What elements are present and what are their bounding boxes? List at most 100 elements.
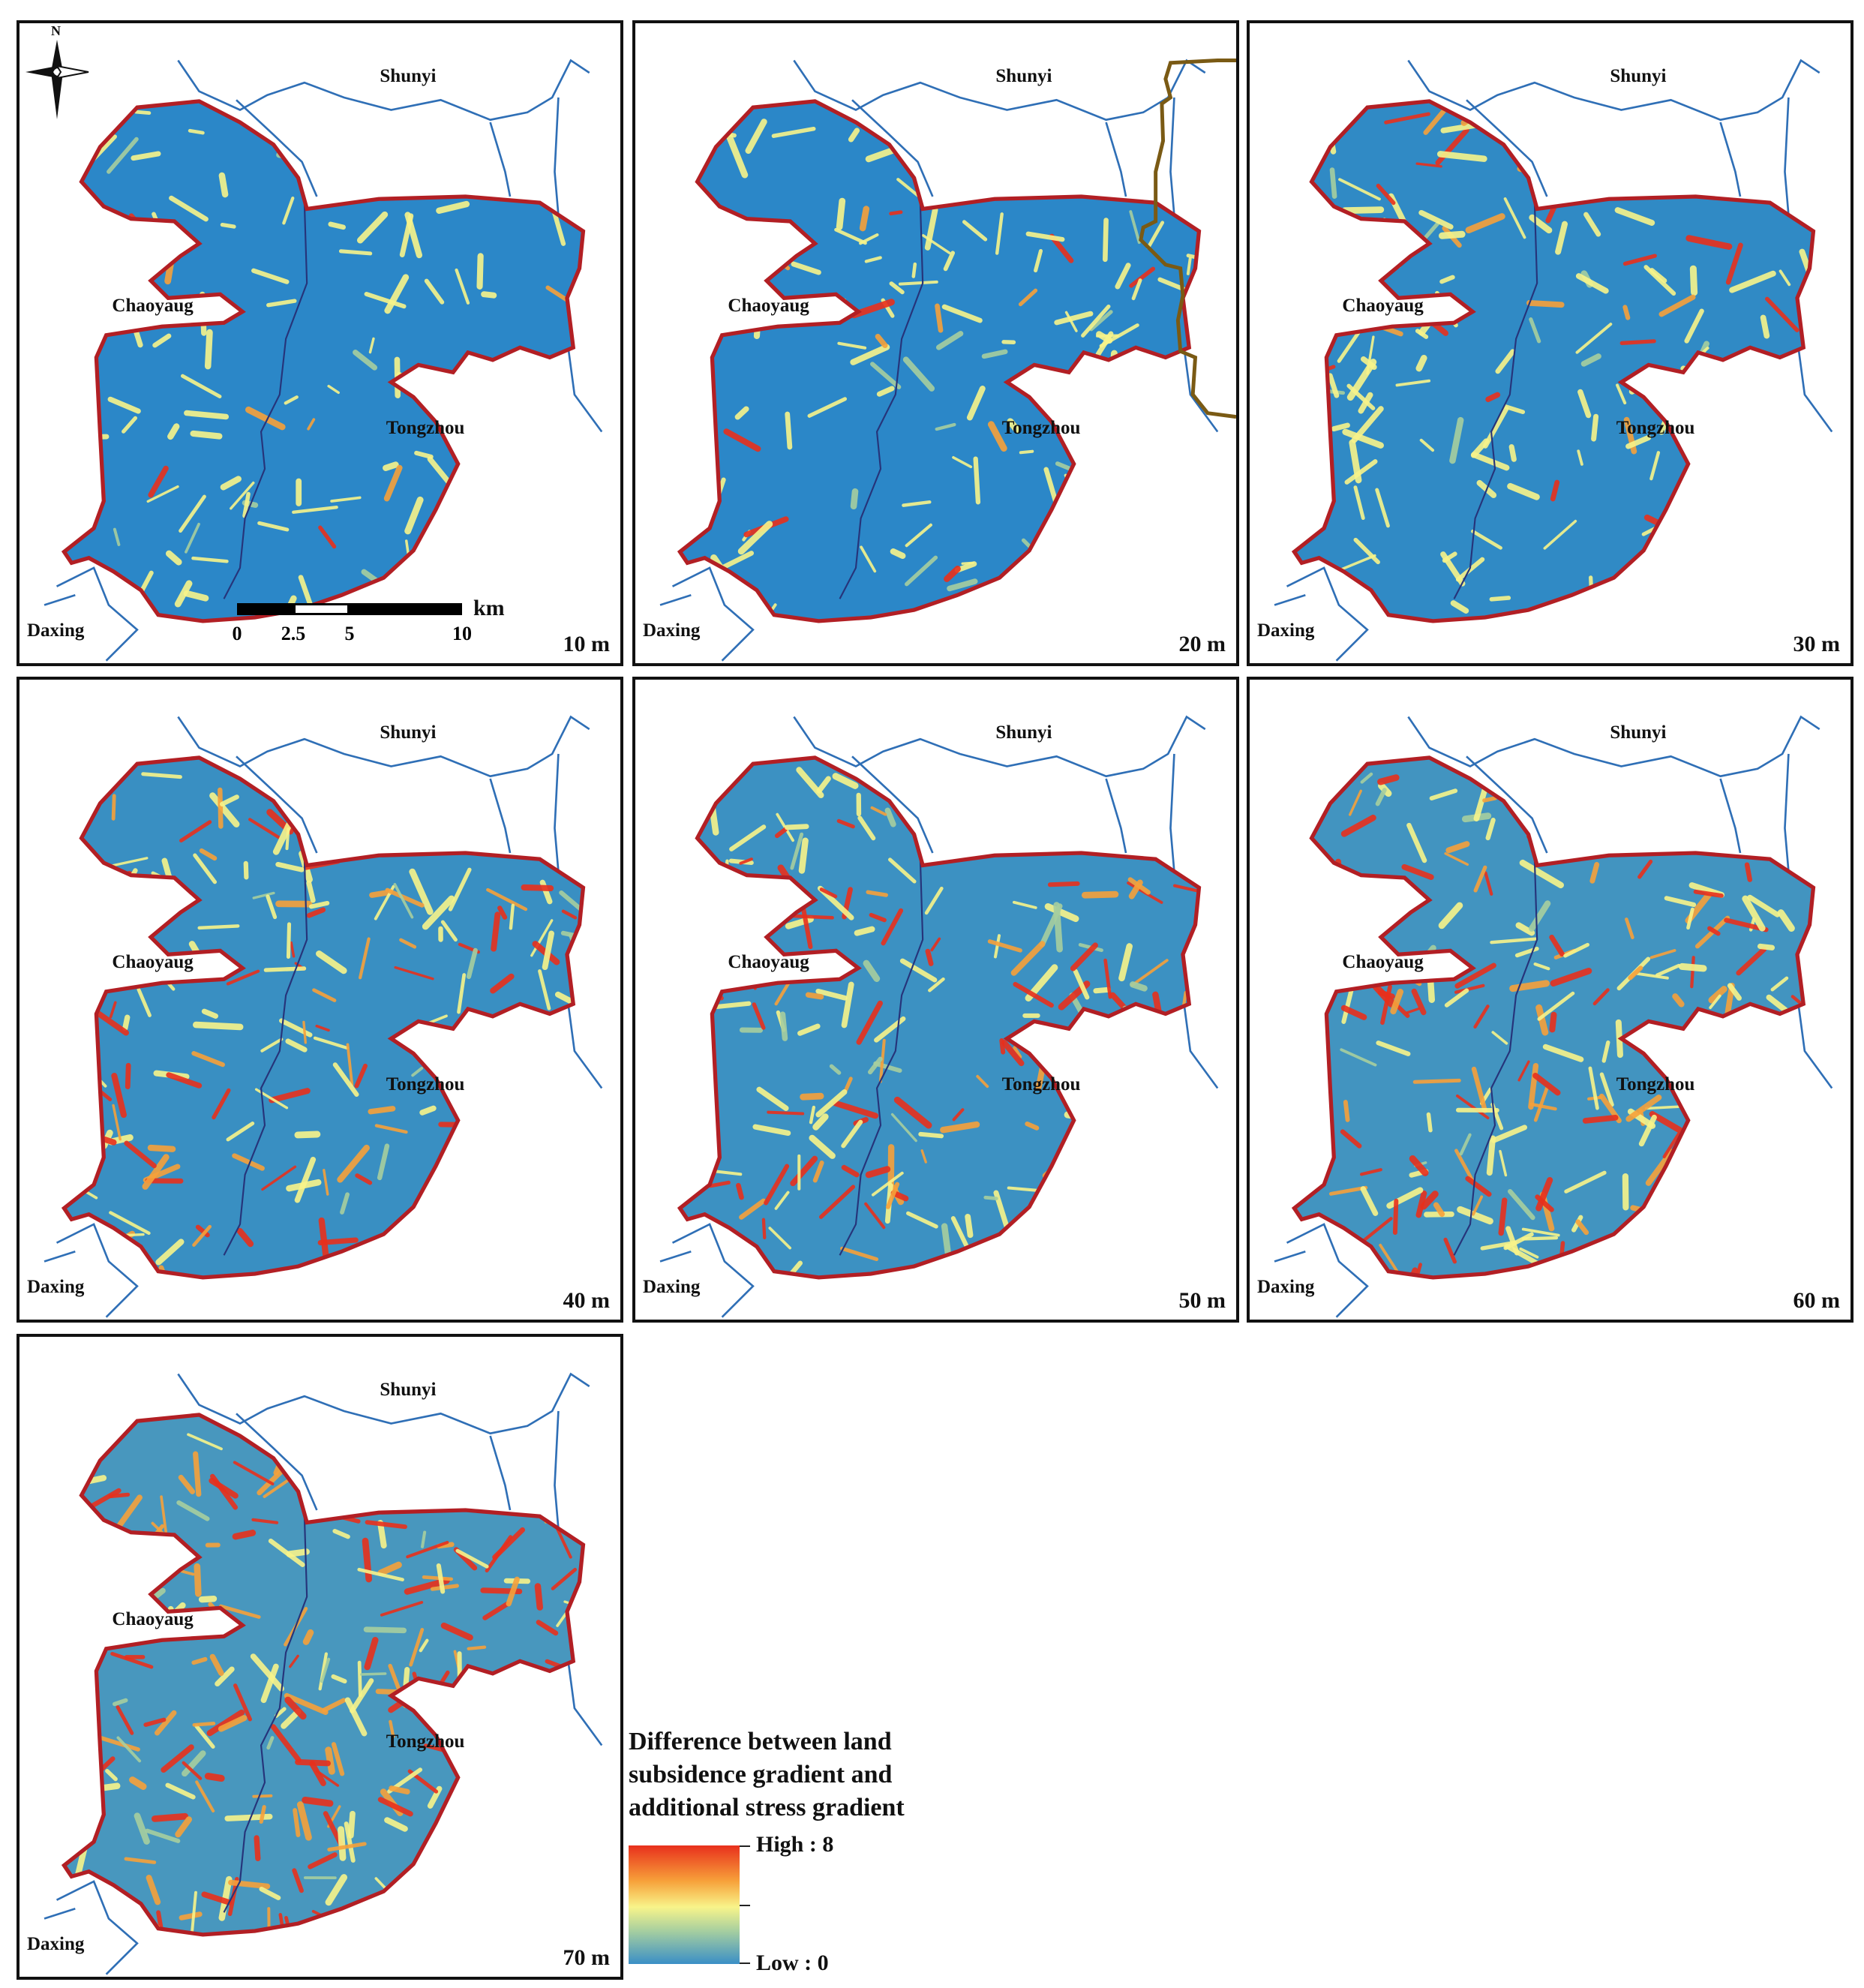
gradient-streak [200,291,207,336]
gradient-streak [918,1131,944,1139]
gradient-streak [109,1211,151,1235]
gradient-streak [726,900,766,923]
gradient-streak [332,1528,350,1539]
gradient-streak [551,1567,578,1590]
gradient-streak [1323,242,1332,266]
depth-label: 10 m [563,632,611,656]
gradient-streak [1353,485,1365,521]
gradient-streak [357,1660,362,1698]
gradient-streak [1406,1007,1421,1014]
gradient-streak [1535,1177,1553,1212]
gradient-streak [902,356,935,392]
gradient-streak [233,1461,275,1486]
gradient-streak [364,292,407,309]
gradient-streak [212,1088,231,1120]
gradient-streak [1340,605,1382,621]
gradient-streak [393,883,414,919]
compass-needle-south [51,72,63,119]
gradient-streak [1103,958,1112,999]
label-tongzhou: Tongzhou [386,1731,465,1752]
gradient-streak [428,1899,439,1923]
gradient-streak [122,1014,131,1032]
gradient-streak [517,370,551,391]
gradient-streak [774,827,788,839]
gradient-streak [1543,519,1577,550]
river-daxing [659,566,755,662]
gradient-streak [1308,503,1325,516]
district-boundary [223,859,308,1256]
gradient-streak [1649,451,1661,481]
gradient-streak [1375,488,1390,528]
gradient-streak [816,776,831,794]
map-panel-7: Shunyi Chaoyaug Tongzhou Daxing 70 m [17,1334,623,1980]
label-shunyi: Shunyi [380,1379,437,1400]
gradient-streak [1010,941,1046,976]
gradient-streak [1770,976,1789,992]
gradient-streak [1483,119,1502,123]
gradient-streak [791,261,821,275]
gradient-streak [1346,383,1376,410]
gradient-streak [1429,788,1458,800]
gradient-streak [875,334,888,349]
gradient-streak [1012,900,1037,909]
gradient-streak [164,261,174,285]
gradient-streak [896,178,921,199]
gradient-streak [1449,416,1464,464]
gradient-streak [734,406,749,420]
gradient-streak [1564,1170,1607,1194]
gradient-streak [218,172,229,198]
gradient-streak [185,522,200,554]
gradient-streak [302,1629,314,1645]
depth-label: 70 m [563,1945,611,1970]
gradient-streak [325,1746,335,1775]
gradient-streak [353,350,378,371]
gradient-streak [129,1776,147,1790]
gradient-streak [389,1785,410,1794]
gradient-streak [893,1096,932,1129]
gradient-streak [455,1548,489,1569]
gradient-streak [175,1816,193,1838]
gradient-streak [924,206,938,251]
gradient-streak [1459,1133,1472,1156]
gradient-streak [1415,162,1442,168]
label-tongzhou: Tongzhou [1616,418,1695,439]
gradient-streak [141,772,182,779]
gradient-streak [209,1477,239,1499]
gradient-streak [1521,1227,1560,1237]
legend-tick-high [740,1845,750,1847]
gradient-streak [1436,151,1487,162]
gradient-streak [111,1073,127,1119]
gradient-streak [745,119,767,154]
gradient-streak [1115,263,1131,290]
district-boundary [839,203,924,599]
label-daxing: Daxing [1257,620,1315,641]
gradient-streak [95,224,141,234]
gradient-streak [832,1100,879,1119]
gradient-streak [1757,943,1775,950]
gradient-streak [1415,329,1429,339]
gradient-streak [115,921,143,934]
river-shunyi [851,99,1127,197]
label-chaoyang: Chaoyaug [728,952,809,973]
gradient-streak [327,1842,367,1852]
gradient-streak [815,1089,848,1118]
gradient-streak [218,787,224,829]
gradient-streak [120,257,138,269]
gradient-streak [1729,270,1776,293]
gradient-streak [1366,335,1375,375]
gradient-streak [841,1119,863,1149]
gradient-streak [1010,1259,1046,1278]
gradient-streak [491,911,501,952]
gradient-streak [232,1530,257,1540]
gradient-streak [485,1535,513,1573]
label-tongzhou: Tongzhou [1616,1074,1695,1095]
river-network [1407,715,1820,778]
gradient-streak [1662,1132,1681,1159]
gradient-streak [146,1875,161,1905]
gradient-streak [344,1821,356,1863]
gradient-streak [1465,1176,1492,1197]
gradient-streak [236,1227,254,1248]
gradient-streak [1433,1202,1445,1218]
gradient-streak [316,1770,340,1787]
gradient-streak [767,1110,805,1116]
